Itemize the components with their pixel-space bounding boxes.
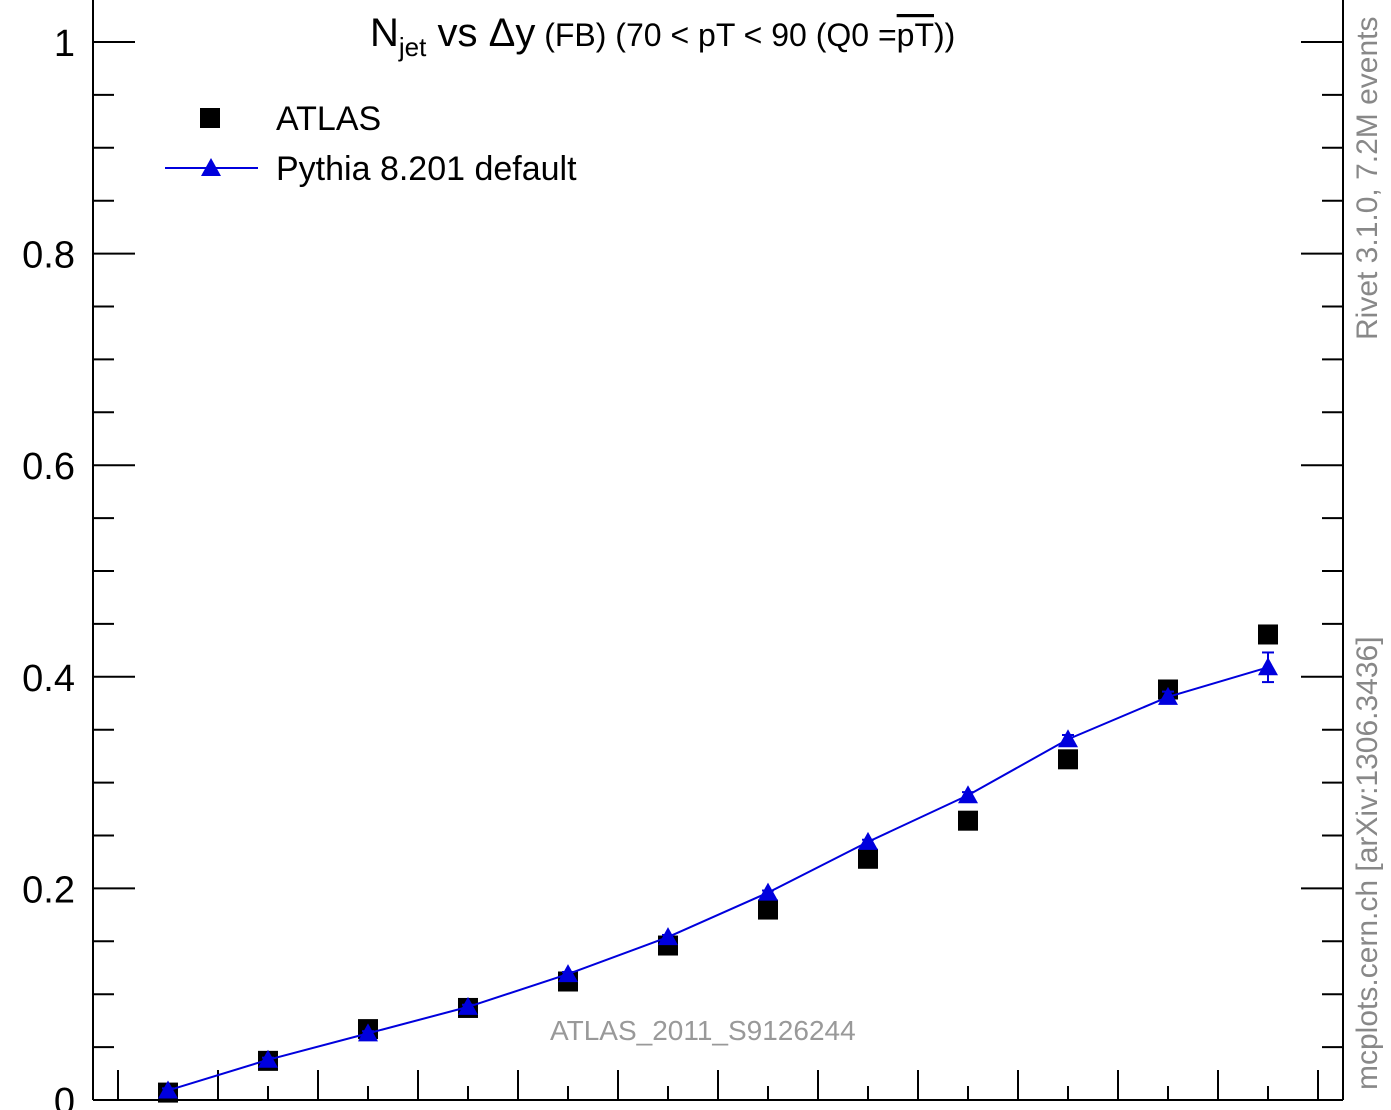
y-tick-label: 0	[54, 1081, 75, 1110]
title-delta-y: Δy	[489, 11, 536, 55]
title-jet-subscript: jet	[398, 32, 427, 62]
pythia-point	[1058, 729, 1078, 748]
analysis-watermark: ATLAS_2011_S9126244	[550, 1015, 856, 1046]
series-pythia	[158, 651, 1278, 1099]
atlas-point	[1258, 624, 1278, 645]
atlas-point	[958, 810, 978, 831]
y-tick-label: 1	[54, 23, 75, 65]
atlas-point	[858, 848, 878, 869]
pythia-point	[458, 996, 478, 1015]
rivet-version-label: Rivet 3.1.0, 7.2M events	[1351, 17, 1384, 341]
pythia-point	[658, 927, 678, 946]
title-n: N	[370, 11, 399, 55]
y-axis-ticks: 1 0.8 0.6 0.4 0.2 0	[22, 23, 1343, 1110]
pythia-point	[558, 964, 578, 983]
legend-atlas-marker	[200, 108, 220, 128]
y-tick-label: 0.8	[22, 235, 75, 277]
legend: ATLAS Pythia 8.201 default	[165, 100, 577, 188]
pythia-point	[158, 1080, 178, 1099]
title-range: (70 < pT < 90 (Q0 =	[606, 17, 896, 53]
atlas-point	[1058, 749, 1078, 770]
legend-atlas-label: ATLAS	[276, 100, 381, 138]
pythia-point	[758, 882, 778, 901]
y-tick-label: 0.2	[22, 869, 75, 911]
y-tick-label: 0.6	[22, 446, 75, 488]
title-fb: (FB)	[535, 17, 606, 53]
pythia-point	[1258, 657, 1278, 676]
pythia-line	[167, 666, 1269, 1092]
mcplots-source-label: mcplots.cern.ch [arXiv:1306.3436]	[1351, 636, 1384, 1090]
title-close: ))	[934, 17, 955, 53]
chart-title: Njet vs Δy (FB) (70 < pT < 90 (Q0 =pT))	[370, 11, 955, 62]
y-tick-label: 0.4	[22, 658, 75, 700]
pythia-point	[258, 1049, 278, 1068]
pythia-point	[858, 831, 878, 850]
pythia-point	[358, 1023, 378, 1042]
legend-pythia-marker	[201, 158, 221, 176]
x-axis-ticks	[117, 1070, 1319, 1100]
pythia-point	[1158, 686, 1178, 705]
legend-pythia-label: Pythia 8.201 default	[276, 150, 577, 188]
title-vs: vs	[426, 11, 488, 55]
atlas-point	[758, 899, 778, 920]
pythia-point	[958, 785, 978, 804]
title-pt-overlined: pT	[897, 17, 934, 53]
